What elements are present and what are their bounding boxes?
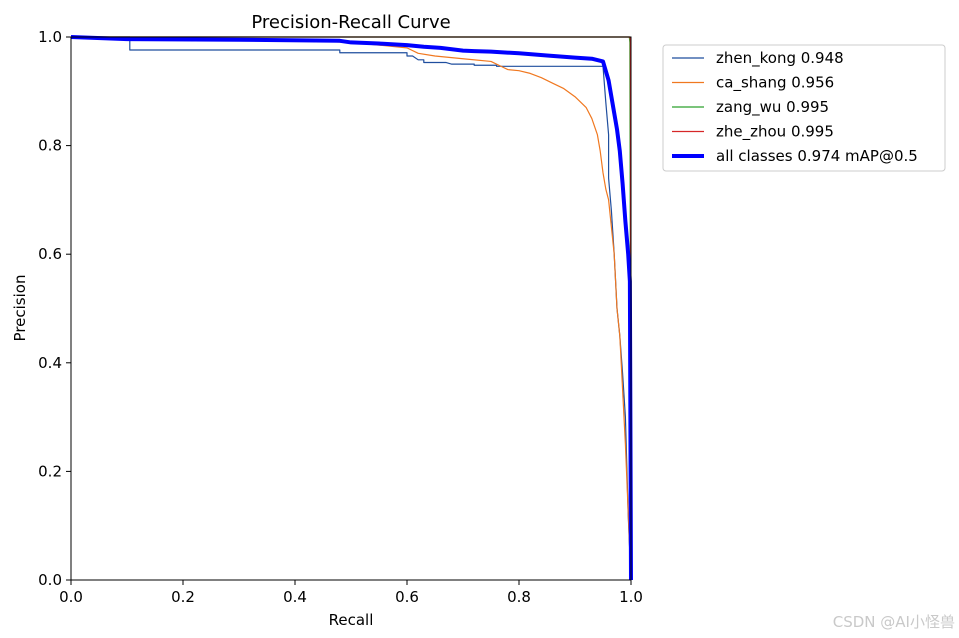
x-axis-ticks: 0.0 0.2 0.4 0.6 0.8 1.0 [59,580,643,606]
x-tick-label-4: 0.8 [507,588,531,606]
legend-box [662,44,946,172]
x-tick-label-2: 0.4 [283,588,307,606]
legend-label-0: zhen_kong 0.948 [716,49,844,68]
legend: zhen_kong 0.948 ca_shang 0.956 zang_wu 0.9… [662,44,946,172]
y-tick-label-4: 0.8 [38,137,62,155]
y-axis-label: Precision [11,275,29,342]
legend-label-2: zang_wu 0.995 [716,98,829,117]
y-tick-label-0: 0.0 [38,571,62,589]
x-tick-label-0: 0.0 [59,588,83,606]
legend-items: zhen_kong 0.948 ca_shang 0.956 zang_wu 0.9… [672,49,918,165]
y-tick-label-2: 0.4 [38,354,62,372]
legend-label-3: zhe_zhou 0.995 [716,123,834,142]
x-axis-label: Recall [329,611,374,629]
y-axis-ticks: 0.0 0.2 0.4 0.6 0.8 1.0 [38,28,71,589]
chart-title: Precision-Recall Curve [251,12,450,33]
plot-frame [70,36,632,581]
x-tick-label-1: 0.2 [171,588,195,606]
watermark: CSDN @AI小怪兽 [833,613,955,631]
y-tick-label-3: 0.6 [38,245,62,263]
series-line-4 [70,35,633,581]
x-tick-label-3: 0.6 [395,588,419,606]
legend-label-1: ca_shang 0.956 [716,74,834,93]
legend-label-4: all classes 0.974 mAP@0.5 [716,147,918,165]
x-tick-label-5: 1.0 [619,588,643,606]
series-line-1 [70,36,632,581]
y-tick-label-1: 0.2 [38,462,62,480]
y-tick-label-5: 1.0 [38,28,62,46]
